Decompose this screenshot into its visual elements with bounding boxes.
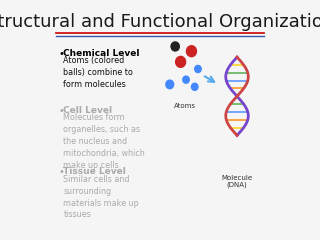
Circle shape xyxy=(195,66,201,72)
Text: •: • xyxy=(58,106,64,116)
Text: Atoms (colored
balls) combine to
form molecules: Atoms (colored balls) combine to form mo… xyxy=(63,56,133,89)
Text: Atoms: Atoms xyxy=(174,103,196,109)
Text: Molecules form
organelles, such as
the nucleus and
mitochondria, which
make up c: Molecules form organelles, such as the n… xyxy=(63,113,145,169)
Circle shape xyxy=(187,46,196,57)
Text: Similar cells and
surrounding
materials make up
tissues: Similar cells and surrounding materials … xyxy=(63,175,139,219)
Circle shape xyxy=(191,83,198,90)
Text: •: • xyxy=(58,168,64,177)
Text: Structural and Functional Organization: Structural and Functional Organization xyxy=(0,13,320,31)
Circle shape xyxy=(171,42,179,51)
Text: •: • xyxy=(58,49,64,59)
Text: Molecule
(DNA): Molecule (DNA) xyxy=(221,174,252,188)
Circle shape xyxy=(183,76,189,83)
Circle shape xyxy=(166,80,174,89)
Text: Cell Level: Cell Level xyxy=(63,106,113,115)
Text: Tissue Level: Tissue Level xyxy=(63,168,126,176)
Circle shape xyxy=(176,56,186,67)
Text: Chemical Level: Chemical Level xyxy=(63,49,140,58)
